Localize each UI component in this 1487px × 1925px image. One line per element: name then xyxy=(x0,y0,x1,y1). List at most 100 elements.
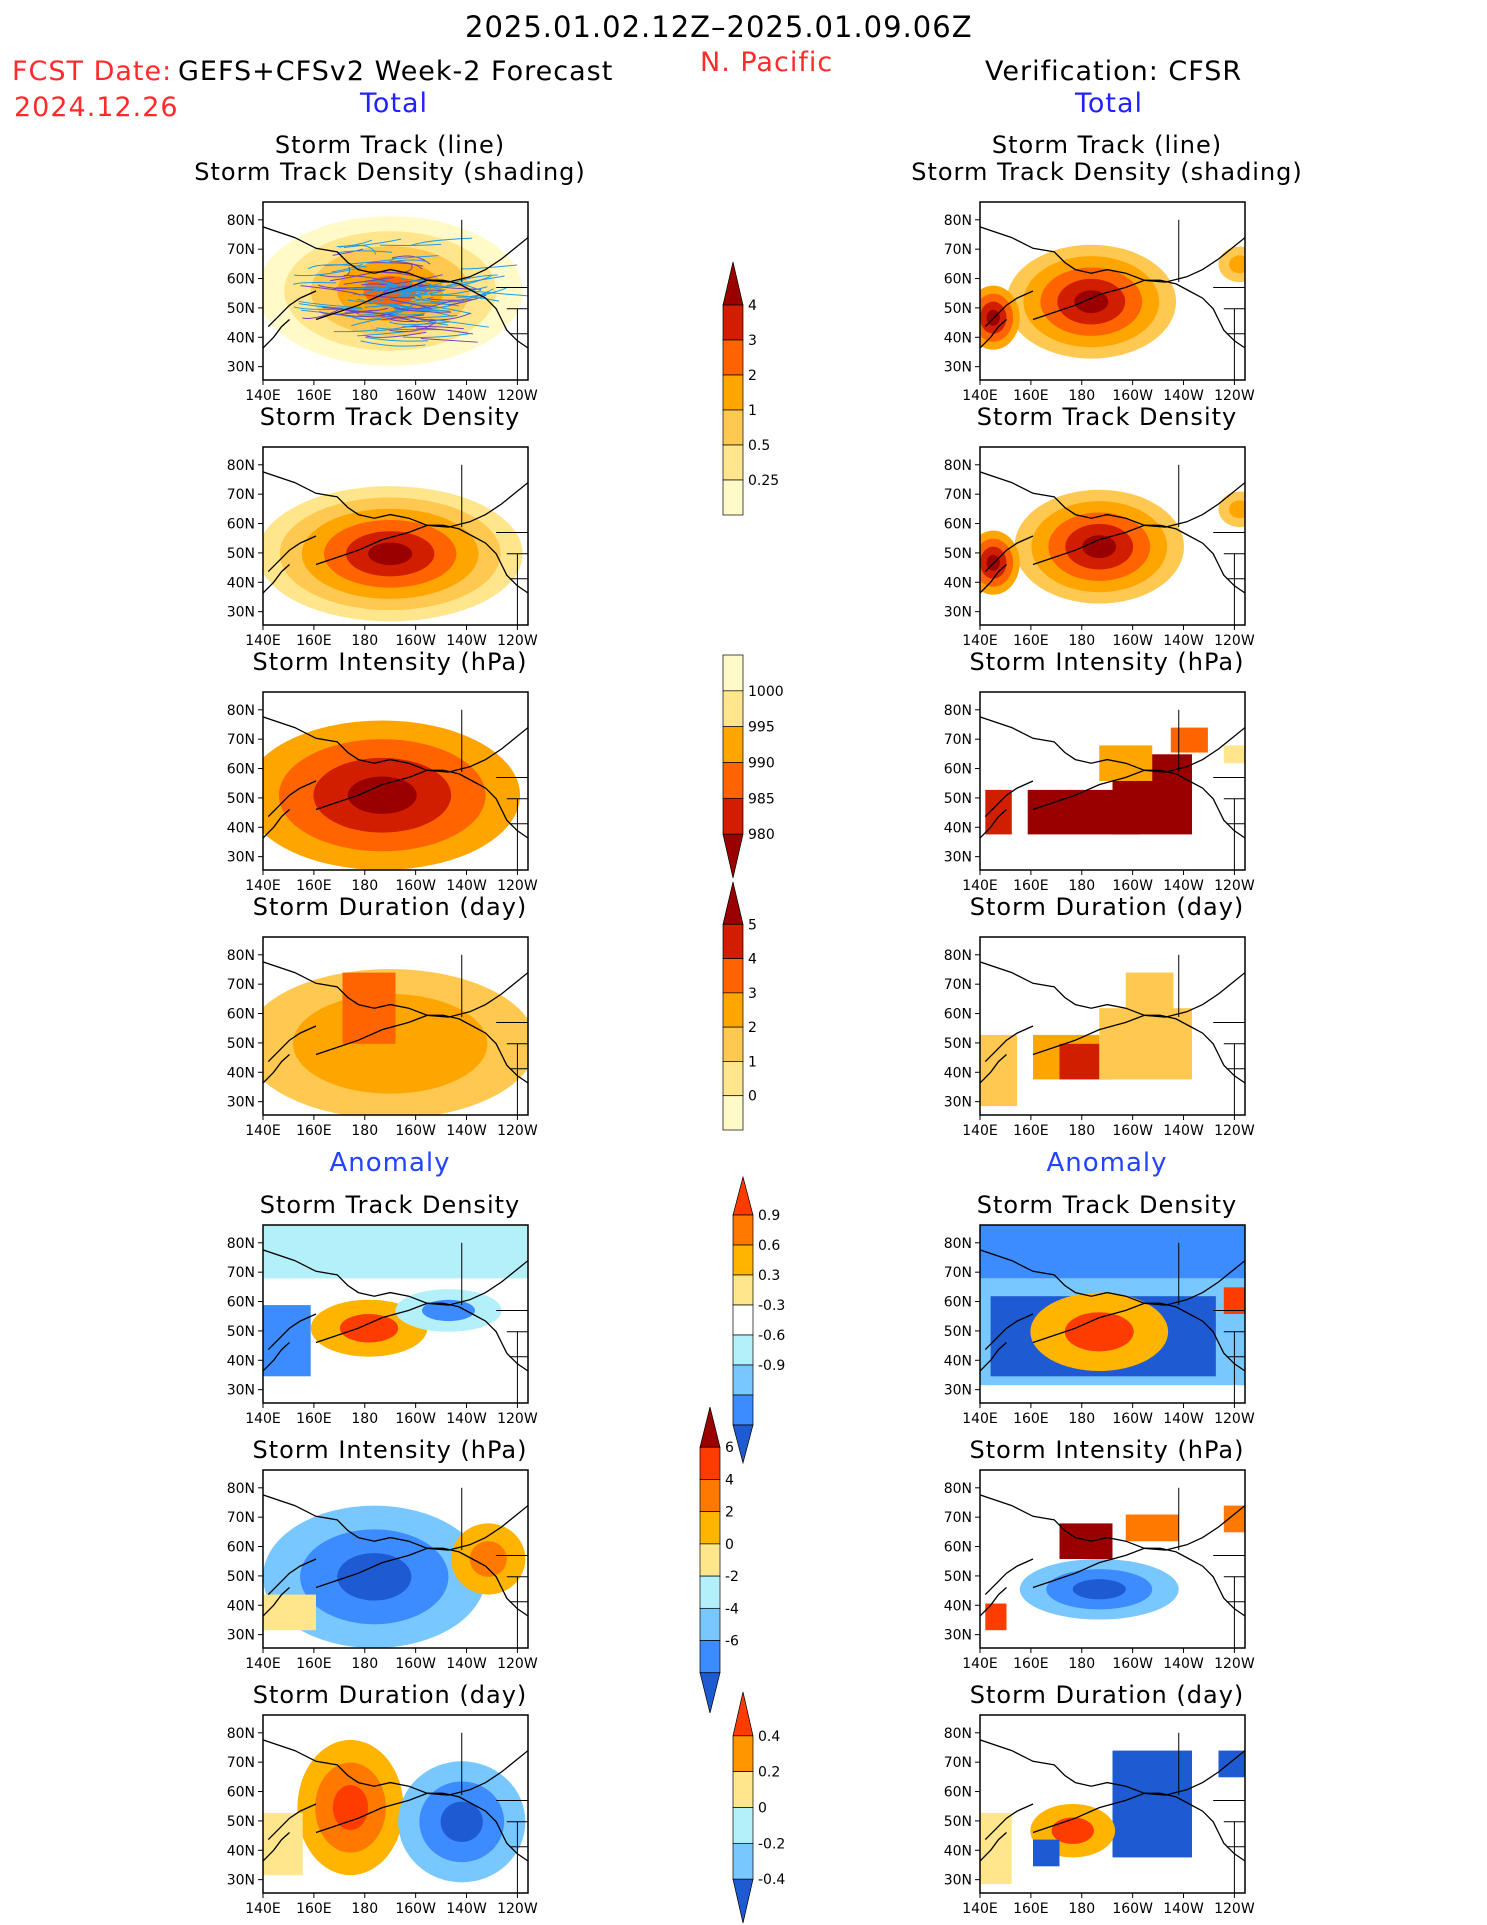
lon-label: 140E xyxy=(962,388,998,404)
lat-label: 30N xyxy=(227,605,255,621)
lat-label: 50N xyxy=(227,546,255,562)
colorbar-swatch xyxy=(733,1245,753,1275)
verification-map-intensity-anom: 80N 70N 60N 50N 40N 30N 140E 160E 180 160W 140W 120… xyxy=(944,1470,1255,1672)
lat-label: 60N xyxy=(944,1540,972,1556)
verification-map-duration-anom: 80N 70N 60N 50N 40N 30N 140E 160E 180 160W 140W 120… xyxy=(944,1715,1255,1917)
lat-label: 80N xyxy=(227,458,255,474)
lat-label: 70N xyxy=(944,1755,972,1771)
lat-label: 80N xyxy=(227,1481,255,1497)
lon-label: 160W xyxy=(1112,1411,1153,1427)
colorbar-label: 5 xyxy=(748,917,757,933)
lat-label: 60N xyxy=(944,517,972,533)
lat-label: 50N xyxy=(227,1324,255,1340)
lon-label: 140W xyxy=(446,1411,487,1427)
lon-label: 140W xyxy=(1163,388,1204,404)
colorbar-swatch xyxy=(723,882,743,924)
colorbar-swatch xyxy=(723,445,743,480)
lat-label: 60N xyxy=(227,762,255,778)
lat-label: 80N xyxy=(944,1236,972,1252)
lon-label: 160E xyxy=(1013,878,1049,894)
lat-label: 30N xyxy=(227,1628,255,1644)
lat-label: 80N xyxy=(944,1726,972,1742)
colorbar-label: 0 xyxy=(725,1537,734,1553)
colorbar-label: 0.4 xyxy=(758,1729,780,1745)
lat-label: 30N xyxy=(227,1873,255,1889)
lon-label: 140E xyxy=(962,1656,998,1672)
lon-label: 140E xyxy=(962,1411,998,1427)
verification-map-track: 80N 70N 60N 50N 40N 30N 140E 160E 180 160W 140W 120… xyxy=(944,202,1261,404)
lat-label: 50N xyxy=(944,301,972,317)
lon-label: 180 xyxy=(1068,1123,1095,1139)
lat-label: 40N xyxy=(227,1065,255,1081)
lat-label: 50N xyxy=(944,1814,972,1830)
lon-label: 160W xyxy=(395,1411,436,1427)
lat-label: 50N xyxy=(944,1036,972,1052)
lat-label: 60N xyxy=(944,1295,972,1311)
lat-label: 50N xyxy=(227,301,255,317)
lon-label: 140W xyxy=(446,388,487,404)
lat-label: 30N xyxy=(227,1095,255,1111)
colorbar-swatch xyxy=(700,1673,720,1713)
lon-label: 180 xyxy=(351,1411,378,1427)
colorbar-swatch xyxy=(733,1395,753,1425)
lat-label: 70N xyxy=(227,1265,255,1281)
forecast-map-track: 80N70N60N50N40N30N140E 160E 180 160W 140W 120… xyxy=(227,202,538,404)
lat-label: 80N xyxy=(227,1236,255,1252)
colorbar-density-anomaly: 0.9 0.6 0.3 -0.3 -0.6 -0.9 xyxy=(733,1177,785,1463)
lon-label: 140E xyxy=(962,878,998,894)
lon-label: 180 xyxy=(1068,388,1095,404)
colorbar-label: 1000 xyxy=(748,684,784,700)
colorbar-label: 990 xyxy=(748,756,775,772)
lon-label: 180 xyxy=(351,878,378,894)
colorbar-swatch xyxy=(700,1608,720,1640)
colorbar-label: 0.2 xyxy=(758,1765,780,1781)
lon-label: 160E xyxy=(1013,1656,1049,1672)
colorbar-swatch xyxy=(723,262,743,305)
lon-label: 120W xyxy=(497,633,538,649)
colorbar-swatch xyxy=(733,1305,753,1335)
colorbar-swatch xyxy=(733,1772,753,1808)
lat-label: 70N xyxy=(944,1510,972,1526)
lat-label: 40N xyxy=(944,1598,972,1614)
colorbar-label: 0.3 xyxy=(758,1268,780,1284)
colorbar-swatch xyxy=(723,993,743,1027)
lon-label: 120W xyxy=(497,878,538,894)
colorbar-label: 2 xyxy=(748,1020,757,1036)
lat-label: 60N xyxy=(944,1007,972,1023)
lon-label: 120W xyxy=(497,1123,538,1139)
lon-label: 160W xyxy=(395,1656,436,1672)
colorbar-swatch xyxy=(723,480,743,515)
lon-label: 180 xyxy=(1068,1901,1095,1917)
colorbar-swatch xyxy=(733,1177,753,1215)
colorbar-label: 0.25 xyxy=(748,473,779,489)
lat-label: 80N xyxy=(227,1726,255,1742)
lat-label: 40N xyxy=(944,330,972,346)
colorbar-label: 4 xyxy=(748,298,757,314)
colorbar-swatch xyxy=(723,1027,743,1061)
lon-label: 160E xyxy=(1013,1123,1049,1139)
lon-label: 140E xyxy=(962,633,998,649)
lon-label: 120W xyxy=(497,1901,538,1917)
lon-label: 140W xyxy=(1163,1123,1204,1139)
colorbar-label: 1 xyxy=(748,403,757,419)
lat-label: 70N xyxy=(944,977,972,993)
colorbar-swatch xyxy=(723,410,743,445)
lon-label: 140W xyxy=(1163,1411,1204,1427)
lat-label: 60N xyxy=(944,762,972,778)
lat-label: 80N xyxy=(227,948,255,964)
lat-label: 40N xyxy=(227,820,255,836)
lon-label: 120W xyxy=(1214,633,1255,649)
lat-label: 30N xyxy=(944,605,972,621)
lon-label: 140E xyxy=(245,1123,281,1139)
lon-label: 160W xyxy=(1112,878,1153,894)
colorbar-label: -0.3 xyxy=(758,1298,785,1314)
lon-label: 160W xyxy=(395,388,436,404)
lon-label: 140W xyxy=(446,633,487,649)
lon-label: 140W xyxy=(1163,878,1204,894)
colorbar-label: -0.4 xyxy=(758,1872,785,1888)
lon-label: 160E xyxy=(1013,633,1049,649)
colorbar-swatch xyxy=(733,1425,753,1463)
forecast-map-duration-anom: 80N 70N 60N 50N 40N 30N 140E 160E 180 160W 140W 120… xyxy=(227,1715,538,1917)
lat-label: 70N xyxy=(227,732,255,748)
lat-label: 70N xyxy=(944,732,972,748)
